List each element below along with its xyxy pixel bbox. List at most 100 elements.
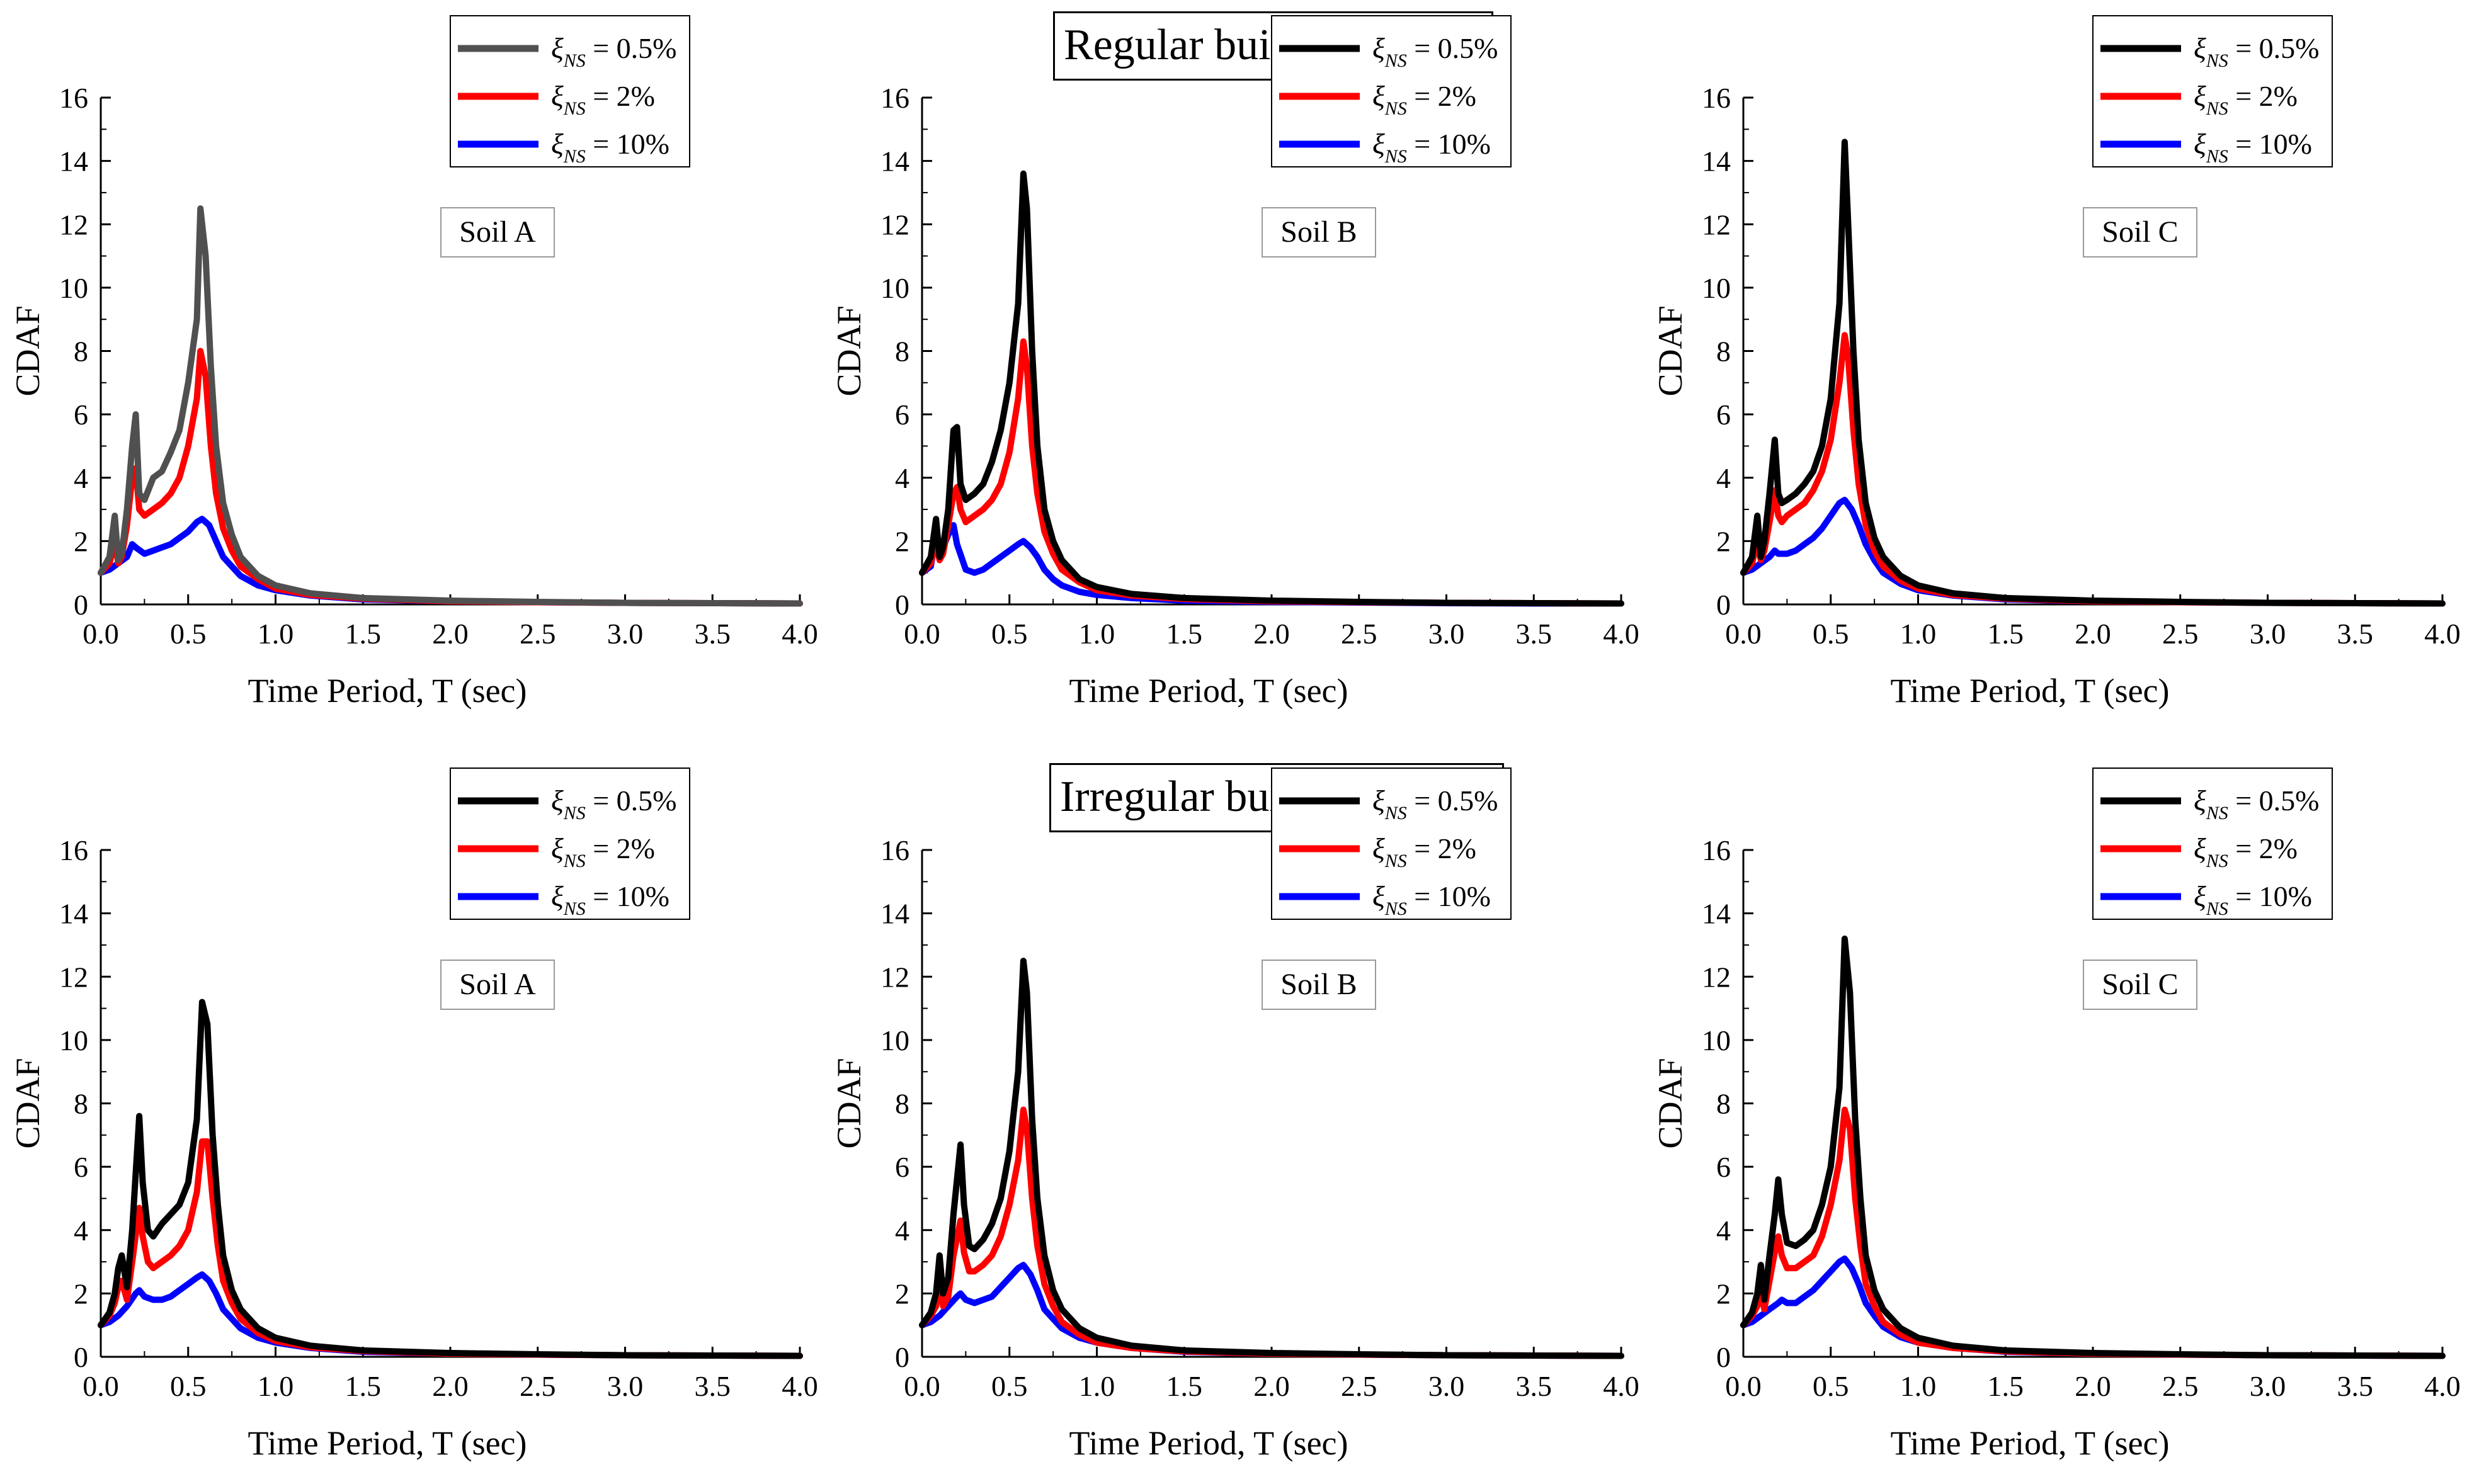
x-tick-label: 0.5 (1813, 618, 1849, 650)
x-axis-title: Time Period, T (sec) (1069, 1424, 1348, 1462)
series-line-2pct (919, 1106, 1624, 1359)
soil-label-text: Soil B (1280, 968, 1357, 1001)
legend-subscript: NS (1384, 146, 1407, 167)
series-line-0.5pct (98, 205, 803, 607)
x-tick-label: 2.0 (432, 1370, 469, 1402)
y-tick-label: 2 (895, 525, 909, 557)
y-tick-label: 6 (74, 1151, 88, 1183)
legend-label: ξNS = 10% (2194, 128, 2312, 167)
legend-value: = 10% (586, 880, 669, 912)
y-tick-label: 16 (1702, 834, 1731, 866)
x-tick-label: 0.5 (991, 1370, 1028, 1402)
legend-value: = 10% (586, 128, 669, 160)
soil-label: Soil A (440, 960, 555, 1010)
y-axis-title: CDAF (9, 1058, 47, 1148)
x-tick-label: 1.0 (1900, 1370, 1937, 1402)
y-tick-label: 12 (59, 961, 88, 993)
y-tick-label: 10 (880, 272, 909, 304)
series-line-2pct (98, 348, 803, 607)
legend-subscript: NS (563, 851, 586, 871)
legend-subscript: NS (563, 98, 586, 119)
legend: ξNS = 0.5% ξNS = 2%ξ NS = 10% (1271, 15, 1512, 167)
legend-symbol: ξ (2194, 784, 2206, 817)
legend-value: = 0.5% (586, 32, 677, 64)
series-line-2pct (1740, 1106, 2446, 1359)
soil-label-box (1262, 960, 1376, 1010)
y-tick-label: 8 (1716, 336, 1731, 368)
soil-label: Soil B (1262, 207, 1376, 258)
x-tick-label: 2.5 (1341, 1370, 1377, 1402)
x-tick-label: 0.0 (904, 618, 940, 650)
soil-label-text: Soil A (459, 968, 536, 1001)
x-tick-label: 3.5 (695, 618, 731, 650)
chart-panel-regular-soil-a: 0.0 0.5 1.0 1.5 2.0 2.5 3.0 3.5 4.0 0 2 4 6 8 10 12 14 16… (9, 15, 818, 710)
legend-symbol: ξ (2194, 832, 2206, 864)
y-tick-label: 2 (74, 1277, 88, 1310)
legend-value: = 0.5% (2228, 32, 2320, 64)
x-tick-label: 2.5 (520, 618, 556, 650)
chart-panel-regular-soil-c: 0.0 0.5 1.0 1.5 2.0 2.5 3.0 3.5 4.0 0 2 4 6 8 10 12 14 16… (1651, 15, 2461, 710)
x-tick-label: 2.5 (2162, 1370, 2199, 1402)
y-tick-label: 2 (74, 525, 88, 557)
x-tick-label: 3.0 (2250, 618, 2286, 650)
soil-label-text: Soil B (1280, 215, 1357, 249)
legend-label: ξNS = 2% (551, 832, 655, 871)
legend-subscript: NS (563, 898, 586, 919)
legend-label: ξNS = 0.5% (2194, 784, 2319, 824)
soil-label: Soil C (2083, 207, 2197, 258)
series-line-10pct (919, 522, 1624, 607)
y-tick-label: 6 (895, 399, 909, 431)
x-tick-label: 0.0 (1725, 618, 1762, 650)
x-tick-label: 1.0 (1079, 1370, 1115, 1402)
x-tick-label: 1.0 (258, 618, 294, 650)
legend-symbol: ξ (1372, 784, 1385, 817)
chart-panel-irregular-soil-a: 0.0 0.5 1.0 1.5 2.0 2.5 3.0 3.5 4.0 0 2 4 6 8 10 12 14 16… (9, 767, 818, 1462)
series-line-10pct (1740, 1255, 2446, 1359)
y-tick-label: 10 (59, 272, 88, 304)
y-tick-label: 16 (59, 834, 88, 866)
x-tick-label: 0.0 (904, 1370, 940, 1402)
x-tick-label: 1.5 (345, 1370, 382, 1402)
x-tick-label: 2.0 (432, 618, 469, 650)
soil-label-box (440, 207, 555, 258)
x-tick-label: 4.0 (2424, 1370, 2461, 1402)
y-axis-title: CDAF (830, 305, 868, 396)
soil-label: Soil B (1262, 960, 1376, 1010)
legend-value: = 10% (1407, 880, 1491, 912)
y-axis-title: CDAF (830, 1058, 868, 1148)
y-tick-label: 12 (880, 961, 909, 993)
legend: ξNS = 0.5%ξNS = 2%ξNS = 10% (450, 15, 690, 167)
legend-value: = 2% (586, 80, 655, 112)
legend-subscript: NS (2206, 98, 2228, 119)
y-tick-label: 10 (880, 1024, 909, 1056)
y-tick-label: 16 (1702, 82, 1731, 114)
legend-label: ξNS = 2% (1372, 80, 1476, 119)
y-tick-label: 10 (1702, 272, 1731, 304)
y-tick-label: 2 (895, 1277, 909, 1310)
x-tick-label: 1.5 (1166, 618, 1203, 650)
legend-symbol: ξ (1372, 80, 1385, 112)
chart-panel-irregular-soil-c: 0.0 0.5 1.0 1.5 2.0 2.5 3.0 3.5 4.0 0 2 4 6 8 10 12 14 16… (1651, 767, 2461, 1462)
x-tick-label: 2.0 (1253, 618, 1290, 650)
legend-label: ξNS = 10% (2194, 880, 2312, 919)
series-line-10pct (98, 1271, 803, 1359)
legend-subscript: NS (2206, 146, 2228, 167)
x-tick-label: 0.0 (83, 618, 119, 650)
y-tick-label: 14 (1702, 898, 1731, 930)
x-tick-label: 1.0 (1900, 618, 1937, 650)
x-tick-label: 0.5 (991, 618, 1028, 650)
y-tick-label: 4 (74, 1215, 88, 1247)
y-tick-label: 14 (59, 898, 88, 930)
legend-value: = 10% (1407, 128, 1491, 160)
series-line-0.5pct (1740, 139, 2446, 607)
y-tick-label: 8 (895, 336, 909, 368)
y-tick-label: 0 (74, 1341, 88, 1373)
x-tick-label: 3.0 (1428, 618, 1465, 650)
legend-value: = 10% (2228, 880, 2312, 912)
chart-panel-irregular-soil-b: 0.0 0.5 1.0 1.5 2.0 2.5 3.0 3.5 4.0 0 2 4 6 8 10 12 14 16… (830, 767, 1639, 1462)
legend-symbol: ξ (551, 80, 564, 112)
y-tick-label: 0 (1716, 589, 1731, 621)
x-tick-label: 2.0 (2075, 1370, 2111, 1402)
legend-label: ξNS = 0.5% (1372, 32, 1498, 71)
